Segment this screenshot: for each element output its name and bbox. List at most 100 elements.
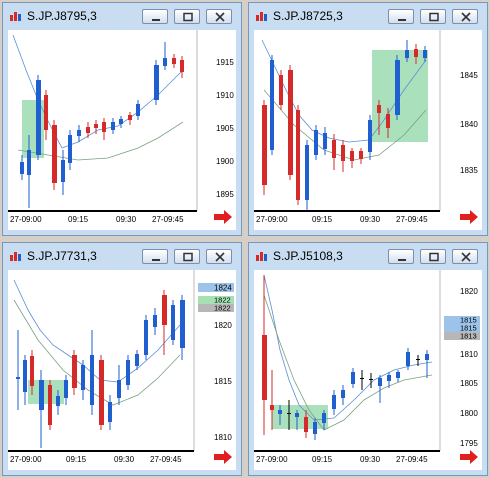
- candle: [416, 359, 420, 360]
- candlestick-chart: 1915 1910 1905 1900 1895 27-09:00 09:15 …: [8, 30, 234, 224]
- x-tick-label: 09:15: [312, 455, 333, 464]
- candlestick-chart: 1845 1840 1835 27-09:00 09:15 09:30 27-0…: [254, 30, 478, 224]
- y-tick-label: 1835: [460, 166, 478, 175]
- minimize-icon: [398, 259, 406, 261]
- candle: [64, 380, 68, 398]
- candlestick-chart: 1815 1815 1813 1820 1810 1805 1800 1795 …: [254, 270, 480, 464]
- close-button[interactable]: [452, 249, 478, 264]
- candle: [39, 380, 44, 410]
- candle: [288, 70, 293, 175]
- chart-plot-area[interactable]: 1815 1815 1813 1820 1810 1805 1800 1795 …: [254, 270, 482, 470]
- x-tick-label: 09:30: [114, 455, 135, 464]
- candle: [314, 130, 318, 155]
- chart-plot-area[interactable]: 1845 1840 1835 27-09:00 09:15 09:30 27-0…: [254, 30, 482, 230]
- candle: [278, 410, 282, 414]
- candle: [313, 422, 317, 434]
- candle: [359, 151, 363, 159]
- candle: [395, 60, 400, 115]
- candle: [368, 120, 372, 152]
- chart-app-icon: [10, 252, 21, 261]
- chart-window-3[interactable]: S.JP.J7731,3: [2, 242, 242, 476]
- price-label-bg: [444, 324, 480, 332]
- chart-app-icon: [256, 252, 267, 261]
- minimize-button[interactable]: [142, 249, 168, 264]
- chart-plot-area[interactable]: 1915 1910 1905 1900 1895 27-09:00 09:15 …: [8, 30, 236, 230]
- candle: [52, 125, 57, 183]
- candle: [270, 60, 274, 150]
- candle: [126, 360, 130, 385]
- restore-button[interactable]: [174, 249, 200, 264]
- close-button[interactable]: [206, 9, 232, 24]
- candle: [378, 378, 382, 386]
- y-tick-label: 1900: [216, 157, 234, 166]
- close-icon: [461, 12, 471, 22]
- y-tick-label: 1820: [460, 287, 478, 296]
- price-label: 1815: [460, 316, 477, 325]
- chart-window-2[interactable]: S.JP.J8725,3: [248, 2, 488, 236]
- window-title: S.JP.J8795,3: [27, 9, 97, 23]
- candle: [423, 50, 427, 58]
- candle: [296, 110, 300, 200]
- candle: [153, 315, 157, 327]
- ma-slow-line: [17, 121, 184, 161]
- x-tick-label: 27-09:45: [150, 455, 182, 464]
- x-tick-label: 09:15: [68, 215, 89, 224]
- candle: [128, 115, 132, 120]
- candle: [386, 114, 390, 128]
- candle: [304, 417, 308, 432]
- restore-button[interactable]: [420, 9, 446, 24]
- close-button[interactable]: [452, 9, 478, 24]
- y-tick-label: 1895: [216, 190, 234, 199]
- candle: [287, 413, 291, 414]
- candle: [414, 49, 418, 57]
- candle: [144, 320, 148, 355]
- y-tick-label: 1905: [216, 124, 234, 133]
- title-bar[interactable]: S.JP.J5108,3: [249, 243, 487, 269]
- x-tick-label: 27-09:00: [256, 455, 288, 464]
- close-icon: [215, 12, 225, 22]
- restore-icon: [183, 252, 193, 262]
- chart-app-icon: [10, 12, 21, 21]
- right-arrow-icon: [214, 210, 232, 224]
- candle: [77, 130, 81, 136]
- candle: [72, 355, 77, 388]
- price-labels: 1815 1815 1813: [444, 316, 480, 341]
- y-tick-label: 1840: [460, 120, 478, 129]
- x-tick-label: 09:30: [360, 455, 381, 464]
- title-bar[interactable]: S.JP.J8725,3: [249, 3, 487, 29]
- title-bar[interactable]: S.JP.J8795,3: [3, 3, 241, 29]
- close-button[interactable]: [206, 249, 232, 264]
- y-tick-label: 1820: [214, 321, 232, 330]
- candle: [172, 58, 176, 64]
- restore-button[interactable]: [174, 9, 200, 24]
- minimize-button[interactable]: [388, 249, 414, 264]
- candle: [369, 379, 373, 380]
- window-title: S.JP.J5108,3: [273, 249, 343, 263]
- candle: [20, 162, 24, 174]
- candle: [295, 413, 299, 417]
- chart-app-icon: [256, 12, 267, 21]
- chart-plot-area[interactable]: 1824 1822 1822 1820 1815 1810 27-09:00 0…: [8, 270, 236, 470]
- candle: [108, 402, 112, 422]
- minimize-button[interactable]: [142, 9, 168, 24]
- title-bar[interactable]: S.JP.J7731,3: [3, 243, 241, 269]
- x-tick-label: 27-09:00: [256, 215, 288, 224]
- close-icon: [461, 252, 471, 262]
- price-label: 1815: [460, 324, 477, 333]
- x-tick-label: 09:30: [360, 215, 381, 224]
- candle: [396, 372, 400, 378]
- price-label: 1824: [214, 284, 232, 293]
- window-title: S.JP.J7731,3: [27, 249, 97, 263]
- restore-button[interactable]: [420, 249, 446, 264]
- candle: [44, 95, 48, 130]
- y-tick-label: 1815: [214, 377, 232, 386]
- minimize-button[interactable]: [388, 9, 414, 24]
- x-tick-label: 09:15: [66, 455, 87, 464]
- candle: [341, 390, 345, 398]
- y-tick-label: 1800: [460, 409, 478, 418]
- chart-window-4[interactable]: S.JP.J5108,3: [248, 242, 488, 476]
- candle: [136, 104, 140, 116]
- chart-window-1[interactable]: S.JP.J8795,3: [2, 2, 242, 236]
- ma-fast-line: [12, 34, 184, 149]
- candle: [387, 375, 391, 381]
